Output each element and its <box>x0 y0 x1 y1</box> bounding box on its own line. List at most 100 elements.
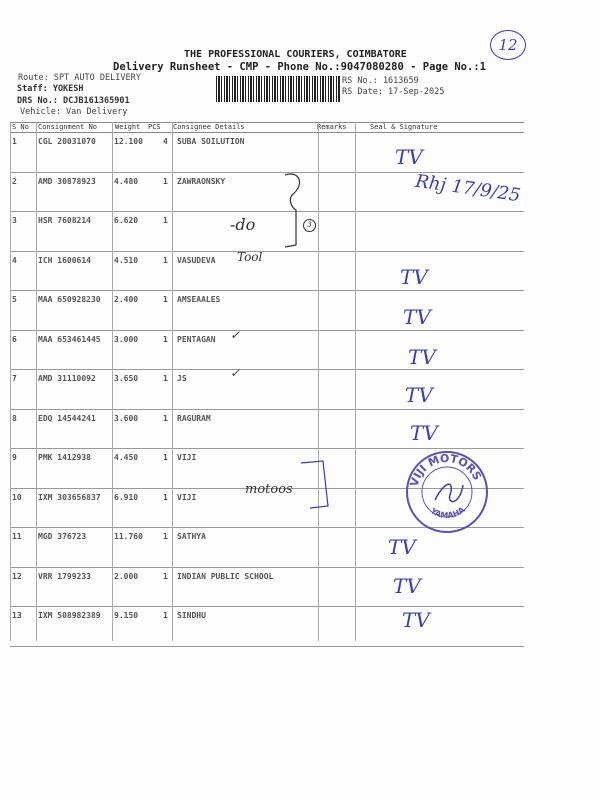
table-row: 6 MAA 653461445 3.000 1 PENTAGAN <box>10 331 524 370</box>
consignment-cell: ICH 1600614 <box>38 255 91 265</box>
consignment-cell: AMD 31110092 <box>38 374 96 383</box>
consignment-cell: IXM 508982389 <box>38 611 101 620</box>
sno-cell: 4 <box>12 255 17 265</box>
sno-cell: 8 <box>12 413 17 423</box>
consignment-cell: PMK 1412938 <box>38 453 91 462</box>
company-title: THE PROFESSIONAL COURIERS, COIMBATORE <box>184 49 407 60</box>
runsheet-table: S No Consignment No Weight PCS Consignee… <box>10 122 524 647</box>
col-pcs: PCS <box>148 123 161 131</box>
viji-motors-stamp: VIJI MOTORS YAMAHA <box>405 450 489 534</box>
drs-no: DRS No.: DCJB161365901 <box>17 96 130 106</box>
page-number-mark: 12 <box>490 30 526 60</box>
pcs-cell: 4 <box>163 137 168 146</box>
weight-cell: 2.000 <box>114 571 139 581</box>
pcs-cell: 1 <box>163 453 168 462</box>
check-mark-row-6: ✓ <box>230 328 241 342</box>
sno-cell: 12 <box>12 571 22 581</box>
sno-cell: 2 <box>12 176 17 186</box>
signature-row-5: TV <box>403 305 431 329</box>
sno-cell: 10 <box>12 492 22 502</box>
consignment-cell: CGL 20031070 <box>38 137 96 146</box>
circled-count: 3 <box>303 219 316 232</box>
signature-row-7: TV <box>405 383 433 407</box>
col-seal: Seal & Signature <box>370 123 438 131</box>
consignee-cell: VIJI <box>177 453 197 462</box>
weight-cell: 6.910 <box>114 492 139 502</box>
consignee-cell: JS <box>177 374 187 383</box>
weight-cell: 11.760 <box>114 532 143 541</box>
table-row: 13 IXM 508982389 9.150 1 SINDHU <box>10 607 524 647</box>
signature-row-12: TV <box>393 574 421 598</box>
motors-note: motoos <box>245 482 293 497</box>
table-row: 8 EDQ 14544241 3.600 1 RAGURAM <box>10 410 524 449</box>
consignee-cell: SATHYA <box>177 532 206 541</box>
signature-row-6: TV <box>408 345 436 369</box>
vehicle: Vehicle: Van Delivery <box>20 107 128 117</box>
consignment-cell: VRR 1799233 <box>38 571 91 581</box>
consignee-cell: PENTAGAN <box>177 334 216 344</box>
pcs-cell: 1 <box>163 492 168 502</box>
consignment-cell: MAA 653461445 <box>38 334 101 344</box>
consignment-cell: AMD 30878923 <box>38 176 96 186</box>
signature-row-8: TV <box>410 421 438 445</box>
consignee-cell: RAGURAM <box>177 413 211 423</box>
table-row: 3 HSR 7608214 6.620 1 <box>10 212 524 252</box>
col-consignee: Consignee Details <box>173 123 245 131</box>
rs-no: RS No.: 1613659 <box>342 76 419 86</box>
sno-cell: 5 <box>12 295 17 304</box>
col-weight: Weight <box>115 123 141 131</box>
weight-cell: 6.620 <box>114 216 139 225</box>
signature-row-4: TV <box>400 265 428 289</box>
sno-cell: 13 <box>12 611 22 620</box>
consignee-cell: INDIAN PUBLIC SCHOOL <box>177 571 274 581</box>
staff: Staff: YOKESH <box>17 84 84 94</box>
consignee-cell: SUBA SOILUTION <box>177 137 245 146</box>
sno-cell: 6 <box>12 334 17 344</box>
table-row: 2 AMD 30878923 4.480 1 ZAWRAONSKY <box>10 173 524 212</box>
weight-cell: 9.150 <box>114 611 139 620</box>
table-row: 12 VRR 1799233 2.000 1 INDIAN PUBLIC SCHOOL <box>10 568 524 607</box>
sno-cell: 11 <box>12 532 22 541</box>
runsheet-subtitle: Delivery Runsheet - CMP - Phone No.:9047… <box>113 61 486 73</box>
weight-cell: 3.600 <box>114 413 139 423</box>
consignment-cell: HSR 7608214 <box>38 216 91 225</box>
consignee-cell: ZAWRAONSKY <box>177 176 226 186</box>
consignment-cell: MGD 376723 <box>38 532 87 541</box>
col-consignment: Consignment No <box>38 123 98 131</box>
pcs-cell: 1 <box>163 295 168 304</box>
consignment-cell: MAA 650928230 <box>38 295 101 304</box>
bracket-mark <box>284 173 301 248</box>
barcode <box>216 76 340 102</box>
table-header: S No Consignment No Weight PCS Consignee… <box>10 122 524 133</box>
sno-cell: 7 <box>12 374 17 383</box>
consignee-cell: SINDHU <box>177 611 206 620</box>
weight-cell: 4.450 <box>114 453 139 462</box>
route: Route: SPT AUTO DELIVERY <box>18 73 141 83</box>
pcs-cell: 1 <box>163 571 168 581</box>
table-row: 1 CGL 20031070 12.100 4 SUBA SOILUTION <box>10 133 524 173</box>
weight-cell: 4.510 <box>114 255 139 265</box>
pcs-cell: 1 <box>163 532 168 541</box>
consignment-cell: IXM 303656837 <box>38 492 101 502</box>
table-row: 7 AMD 31110092 3.650 1 JS <box>10 370 524 410</box>
bracket-mark-2 <box>300 460 329 509</box>
signature-row-13: TV <box>402 608 430 632</box>
pcs-cell: 1 <box>163 374 168 383</box>
pcs-cell: 1 <box>163 176 168 186</box>
pcs-cell: 1 <box>163 334 168 344</box>
weight-cell: 12.100 <box>114 137 143 146</box>
consignee-cell: AMSEAALES <box>177 295 221 304</box>
vasudeva-note: Tool <box>237 250 263 264</box>
table-row: 9 PMK 1412938 4.450 1 VIJI <box>10 449 524 489</box>
consignee-cell: VIJI <box>177 492 197 502</box>
svg-text:YAMAHA: YAMAHA <box>428 505 467 521</box>
rs-date: RS Date: 17-Sep-2025 <box>342 87 445 97</box>
consignment-cell: EDQ 14544241 <box>38 413 96 423</box>
pcs-cell: 1 <box>163 611 168 620</box>
sno-cell: 3 <box>12 216 17 225</box>
signature-row-11: TV <box>388 535 416 559</box>
pcs-cell: 1 <box>163 413 168 423</box>
svg-text:VIJI MOTORS: VIJI MOTORS <box>408 452 484 488</box>
table-row: 5 MAA 650928230 2.400 1 AMSEAALES <box>10 291 524 331</box>
